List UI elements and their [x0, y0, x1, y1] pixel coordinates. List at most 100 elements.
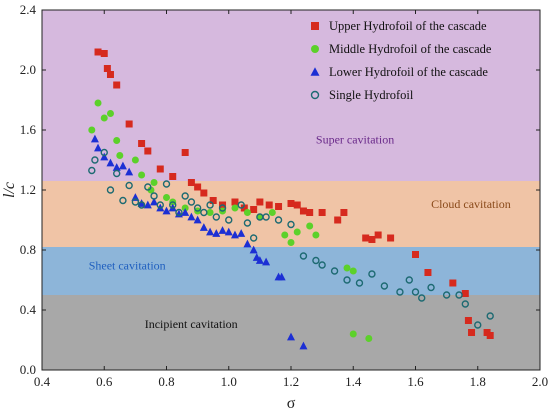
- series-3-point-4: [112, 169, 121, 178]
- series-0-point-0: [94, 48, 102, 56]
- legend-label-1: Middle Hydrofoil of the cascade: [329, 42, 492, 56]
- series-2-point-6: [125, 167, 134, 176]
- series-2-point-0: [90, 134, 99, 143]
- series-3-point-6: [125, 181, 133, 190]
- series-0-point-8: [156, 165, 164, 173]
- region-band-0: [42, 295, 540, 370]
- y-tick-label: 0.8: [20, 242, 36, 257]
- series-1-point-1: [94, 99, 102, 107]
- series-2-point-31: [277, 272, 286, 281]
- x-tick-label: 0.4: [34, 374, 51, 389]
- series-3-point-16: [187, 198, 196, 206]
- series-3-point-2: [100, 148, 108, 157]
- series-3-point-38: [396, 288, 404, 296]
- series-2-point-21: [218, 226, 227, 234]
- series-0-point-12: [194, 183, 202, 191]
- series-1-point-24: [312, 231, 320, 239]
- series-2-point-33: [299, 341, 308, 350]
- series-1-point-10: [163, 194, 170, 201]
- region-band-3: [42, 10, 540, 181]
- series-0-point-14: [209, 197, 217, 204]
- series-3-point-24: [243, 219, 252, 227]
- series-3-point-40: [411, 288, 420, 296]
- y-tick-label: 1.2: [20, 182, 36, 197]
- series-3-point-34: [343, 276, 351, 284]
- series-1-point-25: [343, 264, 351, 272]
- region-band-2: [42, 181, 540, 247]
- series-2-point-24: [237, 229, 246, 237]
- x-tick-label: 1.0: [221, 374, 237, 389]
- series-3-point-45: [461, 300, 469, 308]
- series-0-point-7: [144, 147, 152, 155]
- series-3-point-11: [156, 201, 164, 209]
- series-0-point-30: [368, 236, 376, 243]
- series-0-point-1: [100, 50, 108, 57]
- legend-label-3: Single Hydrofoil: [329, 88, 414, 102]
- legend-marker-3: [310, 90, 320, 100]
- series-2-point-25: [243, 239, 252, 248]
- series-2-point-16: [187, 212, 196, 221]
- series-0-point-26: [318, 209, 326, 216]
- series-2-point-2: [100, 152, 109, 161]
- series-2-point-22: [224, 227, 233, 236]
- series-3-point-0: [88, 166, 96, 175]
- legend-label-0: Upper Hydrofoil of the cascade: [329, 19, 487, 33]
- series-1-point-12: [181, 204, 189, 212]
- series-1-point-23: [306, 222, 314, 230]
- series-3-point-39: [405, 276, 413, 284]
- series-2-point-4: [112, 163, 121, 171]
- x-tick-label: 2.0: [532, 374, 548, 389]
- series-0-point-27: [334, 216, 342, 224]
- series-0-point-33: [412, 251, 419, 258]
- series-3-point-19: [206, 201, 214, 209]
- series-3-point-29: [287, 220, 295, 229]
- series-2-point-28: [255, 256, 264, 264]
- series-0-point-37: [464, 317, 472, 324]
- series-3-point-33: [330, 267, 339, 275]
- series-3-point-43: [442, 291, 451, 299]
- series-3-point-14: [175, 208, 183, 217]
- legend-marker-0: [311, 22, 319, 30]
- series-0-point-6: [138, 140, 146, 147]
- legend-label-2: Lower Hydrofoil of the cascade: [329, 65, 488, 79]
- series-0-point-5: [125, 120, 133, 128]
- series-3-point-10: [150, 192, 158, 200]
- series-3-point-13: [169, 201, 177, 209]
- series-1-point-5: [116, 152, 124, 159]
- series-1-point-19: [268, 209, 276, 216]
- series-2-point-5: [118, 161, 127, 170]
- y-tick-label: 0.0: [20, 362, 36, 377]
- series-0-point-16: [231, 198, 239, 206]
- series-1-point-9: [150, 179, 158, 186]
- series-0-point-29: [362, 234, 370, 242]
- legend: Upper Hydrofoil of the cascade Middle Hyd…: [310, 19, 492, 102]
- x-tick-label: 1.4: [345, 374, 362, 389]
- cavitation-regions: [42, 10, 540, 370]
- series-2-point-3: [106, 158, 115, 167]
- series-2-point-29: [262, 257, 271, 266]
- series-0-point-24: [299, 207, 307, 215]
- y-tick-label: 2.4: [20, 2, 37, 17]
- y-tick-label: 0.4: [20, 302, 37, 317]
- series-1-point-28: [365, 335, 373, 342]
- series-1-point-6: [131, 156, 139, 164]
- series-0-point-3: [106, 71, 114, 78]
- series-1-point-0: [88, 126, 96, 134]
- region-band-1: [42, 247, 540, 295]
- series-3-point-27: [262, 213, 270, 221]
- series-2-point-12: [162, 206, 171, 215]
- series-3-point-47: [486, 312, 494, 320]
- series-0-point-21: [275, 203, 283, 210]
- series-2-point-8: [137, 199, 146, 207]
- region-label-3: Super cavitation: [316, 133, 394, 147]
- series-0-point-32: [387, 234, 395, 242]
- series-3-point-35: [355, 279, 364, 287]
- series-1-point-17: [243, 209, 251, 216]
- series-0-point-20: [265, 201, 273, 209]
- series-0-point-18: [250, 206, 258, 213]
- series-3-point-3: [106, 186, 115, 194]
- series-3-point-46: [474, 321, 482, 329]
- series-2-point-17: [193, 215, 202, 224]
- legend-marker-1: [311, 45, 319, 53]
- series-0-point-35: [449, 279, 457, 287]
